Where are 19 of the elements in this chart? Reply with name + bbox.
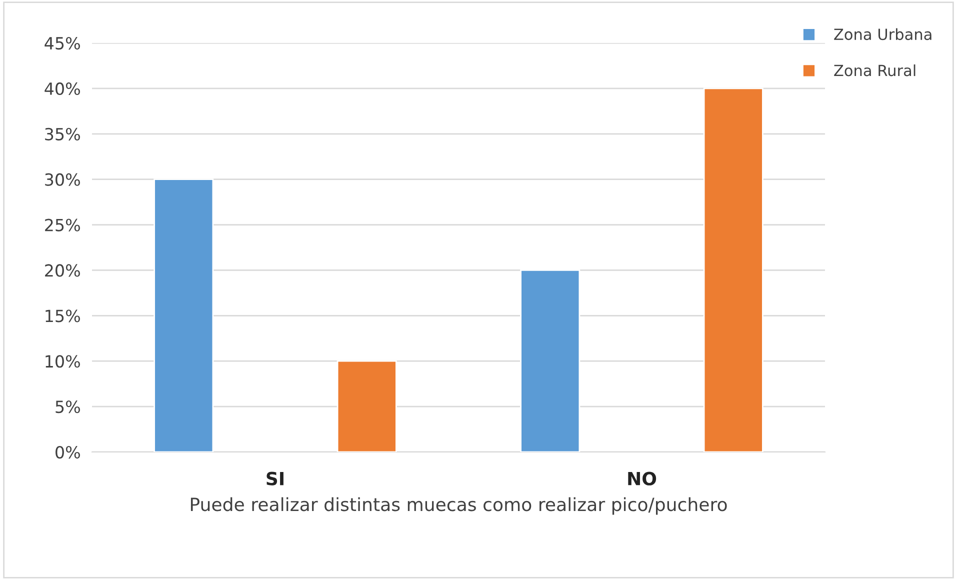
y-tick-label: 20% [45,264,80,277]
legend-label: Zona Urbana [834,28,932,40]
y-tick-label: 15% [46,310,80,322]
x-axis-title: Puede realizar distintas muecas como realizar pico/puchero [190,497,727,515]
bar [520,270,580,452]
legend-label: Zona Rural [834,64,916,76]
y-tick-label: 10% [46,355,80,368]
x-tick-label: NO [628,472,656,486]
y-tick-label: 30% [45,173,80,186]
y-tick-label: 25% [45,218,80,232]
y-tick-label: 0% [56,446,80,459]
bar [336,360,397,452]
bar [703,88,764,452]
x-tick-label: SI [266,472,284,486]
y-tick-label: 45% [44,36,80,50]
y-tick-label: 40% [44,82,80,96]
bar [154,178,214,452]
y-tick-label: 35% [45,128,80,140]
y-tick-label: 5% [56,400,80,414]
